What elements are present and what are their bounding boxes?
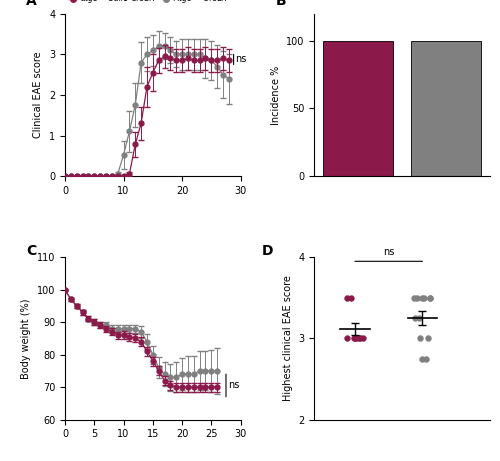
Y-axis label: Highest clinical EAE score: Highest clinical EAE score [283, 275, 293, 402]
Point [351, 335, 359, 342]
Point [414, 294, 422, 301]
Text: ns: ns [236, 54, 246, 64]
Point [422, 355, 430, 362]
Y-axis label: Incidence %: Incidence % [270, 65, 280, 124]
Text: ns: ns [228, 380, 239, 390]
Point [426, 294, 434, 301]
Y-axis label: Clinical EAE score: Clinical EAE score [34, 52, 43, 138]
Text: B: B [276, 0, 286, 8]
Text: C: C [26, 244, 36, 258]
Y-axis label: Body weight (%): Body weight (%) [22, 298, 32, 378]
Point [411, 314, 419, 322]
Point [418, 355, 426, 362]
Point [414, 314, 422, 322]
Point [424, 335, 432, 342]
Point [347, 294, 355, 301]
Point [410, 294, 418, 301]
Bar [411, 41, 481, 176]
Legend: $atg5^{fl/fl}$-$Sall1$-CreER, $Atg5^{fl/fl}$-CreER$^{-}$: $atg5^{fl/fl}$-$Sall1$-CreER, $Atg5^{fl/… [66, 0, 235, 9]
Point [344, 335, 351, 342]
Point [420, 294, 428, 301]
Text: ns: ns [383, 247, 394, 257]
Point [418, 294, 426, 301]
Point [355, 335, 363, 342]
Point [416, 335, 424, 342]
Point [352, 335, 360, 342]
Bar [323, 41, 394, 176]
Point [350, 335, 358, 342]
Point [360, 335, 368, 342]
Text: D: D [262, 244, 273, 258]
Point [344, 294, 351, 301]
Text: A: A [26, 0, 37, 8]
Point [426, 294, 434, 301]
Point [356, 335, 364, 342]
